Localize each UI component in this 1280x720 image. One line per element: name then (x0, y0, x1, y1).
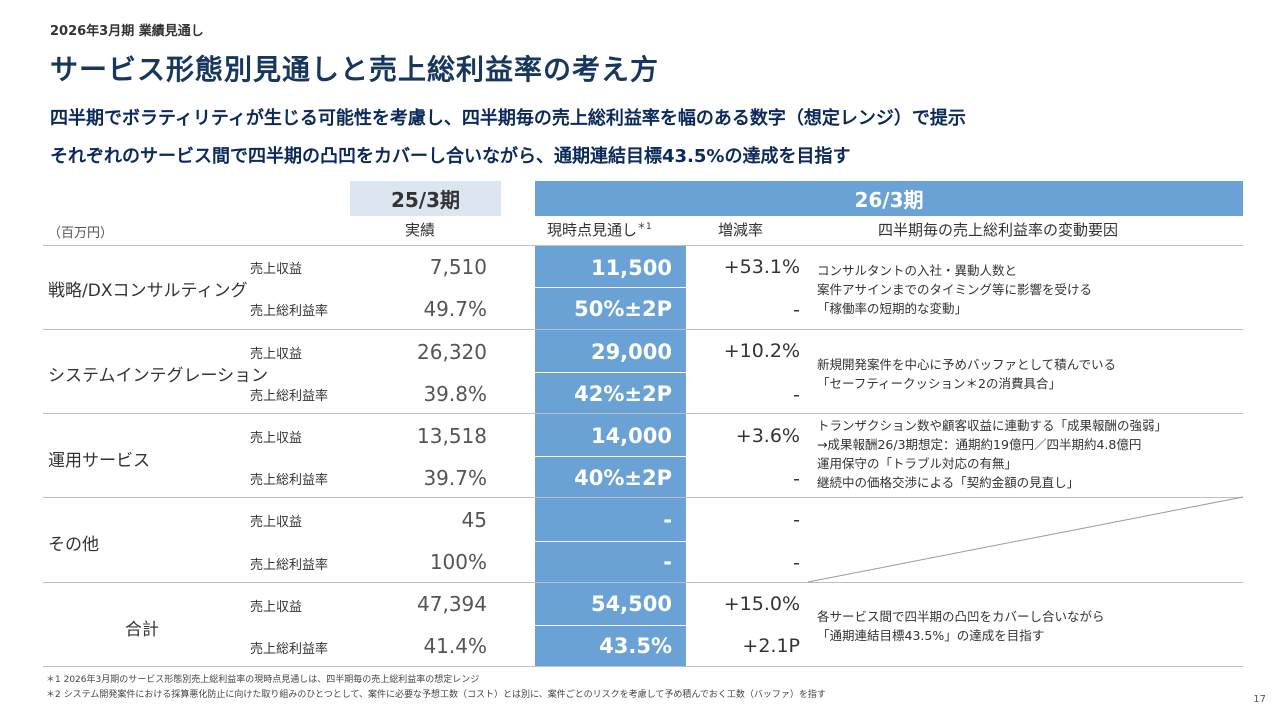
factor-note-line: 「セーフティークッション＊2の消費具合」 (817, 376, 1061, 391)
metric-label-margin: 売上総利益率 (250, 558, 329, 573)
factor-note-line: 案件アサインまでのタイミング等に影響を受ける (817, 282, 1093, 297)
forecast-row-separator (535, 287, 686, 288)
factor-notes: トランザクション数や顧客収益に連動する「成果報酬の強弱」 →成果報酬26/3期想… (817, 416, 1167, 492)
margin-actual: 100% (429, 550, 487, 574)
table-rule (43, 245, 1243, 246)
revenue-actual: 47,394 (417, 592, 487, 616)
margin-actual: 49.7% (423, 297, 487, 321)
factor-note-line: 運用保守の「トラブル対応の有無」 (817, 456, 1018, 471)
margin-change: +2.1P (742, 635, 800, 657)
metric-label-revenue: 売上収益 (250, 431, 303, 446)
factor-note-line: 継続中の価格交渉による「契約金額の見直し」 (817, 475, 1080, 490)
table-rule (43, 413, 1243, 414)
period-header-prev: 25/3期 (350, 181, 501, 216)
metric-label-revenue: 売上収益 (250, 262, 303, 277)
metric-label-margin: 売上総利益率 (250, 642, 329, 657)
segment-name-total: 合計 (125, 620, 159, 640)
table-rule (43, 666, 1243, 667)
margin-forecast: - (663, 550, 672, 574)
margin-change: - (793, 384, 800, 406)
factor-note-line: トランザクション数や顧客収益に連動する「成果報酬の強弱」 (817, 418, 1168, 433)
margin-forecast: 40%±2P (574, 466, 672, 490)
margin-actual: 39.7% (423, 466, 487, 490)
revenue-forecast: 11,500 (590, 256, 672, 280)
revenue-actual: 26,320 (417, 340, 487, 364)
table-rule (43, 497, 1243, 498)
revenue-change: +10.2% (723, 340, 800, 362)
section-eyebrow: 2026年3月期 業績見通し (50, 24, 204, 39)
lead-line-1: 四半期でボラティリティが生じる可能性を考慮し、四半期毎の売上総利益率を幅のある数… (50, 108, 966, 129)
margin-change: - (793, 468, 800, 490)
col-header-factor: 四半期毎の売上総利益率の変動要因 (878, 221, 1119, 239)
table-rule (43, 582, 1243, 583)
metric-label-revenue: 売上収益 (250, 347, 303, 362)
segment-name: システムインテグレーション (48, 366, 269, 386)
margin-change: - (793, 299, 800, 321)
factor-notes: 新規開発案件を中心に予めバッファとして積んでいる 「セーフティークッション＊2の… (817, 355, 1116, 393)
forecast-row-separator (535, 372, 686, 373)
margin-forecast: 50%±2P (574, 297, 672, 321)
revenue-actual: 7,510 (429, 255, 487, 279)
forecast-row-separator (535, 625, 686, 626)
factor-note-line: 「稼働率の短期的な変動」 (817, 301, 968, 316)
margin-forecast: 43.5% (599, 634, 672, 658)
col-header-forecast: 現時点見通し＊1 (547, 219, 652, 240)
col-header-forecast-label: 現時点見通し (547, 221, 638, 239)
metric-label-revenue: 売上収益 (250, 600, 303, 615)
revenue-change: +3.6% (735, 425, 800, 447)
revenue-forecast: 29,000 (590, 340, 672, 364)
table-rule (43, 329, 1243, 330)
metric-label-revenue: 売上収益 (250, 515, 303, 530)
revenue-forecast: 54,500 (590, 592, 672, 616)
period-header-current: 26/3期 (535, 181, 1243, 216)
revenue-actual: 45 (461, 508, 487, 532)
revenue-actual: 13,518 (417, 424, 487, 448)
revenue-forecast: - (663, 508, 672, 532)
factor-note-line: 各サービス間で四半期の凸凹をカバーし合いながら (817, 609, 1105, 624)
factor-note-line: 新規開発案件を中心に予めバッファとして積んでいる (817, 357, 1117, 372)
forecast-row-separator (535, 456, 686, 457)
metric-label-margin: 売上総利益率 (250, 389, 329, 404)
factor-notes: コンサルタントの入社・異動人数と 案件アサインまでのタイミング等に影響を受ける … (817, 261, 1092, 318)
unit-label: （百万円） (48, 226, 114, 241)
metric-label-margin: 売上総利益率 (250, 304, 329, 319)
col-header-forecast-mark: ＊1 (637, 222, 652, 232)
margin-actual: 41.4% (423, 634, 487, 658)
forecast-row-separator (535, 541, 686, 542)
col-header-change: 増減率 (718, 221, 764, 239)
metric-label-margin: 売上総利益率 (250, 473, 329, 488)
segment-name: 運用サービス (48, 451, 150, 471)
revenue-change: +15.0% (723, 593, 800, 615)
footnote-1: ＊1 2026年3月期のサービス形態別売上総利益率の現時点見通しは、四半期毎の売… (46, 675, 480, 685)
factor-note-line: 「通期連結目標43.5%」の達成を目指す (817, 628, 1045, 643)
segment-name: 戦略/DXコンサルティング (48, 281, 248, 301)
revenue-change: - (793, 509, 800, 531)
col-header-actual: 実績 (405, 221, 436, 239)
page-title: サービス形態別見通しと売上総利益率の考え方 (50, 53, 660, 86)
revenue-change: +53.1% (723, 256, 800, 278)
page-number: 17 (1253, 694, 1266, 705)
segment-name: その他 (48, 535, 99, 555)
margin-change: - (793, 552, 800, 574)
margin-actual: 39.8% (423, 382, 487, 406)
revenue-forecast: 14,000 (590, 424, 672, 448)
lead-line-2: それぞれのサービス間で四半期の凸凹をカバーし合いながら、通期連結目標43.5%の… (50, 146, 851, 167)
factor-note-line: コンサルタントの入社・異動人数と (817, 263, 1018, 278)
factor-note-line: →成果報酬26/3期想定：通期約19億円／四半期約4.8億円 (817, 437, 1142, 452)
margin-forecast: 42%±2P (574, 382, 672, 406)
footnote-2: ＊2 システム開発案件における採算悪化防止に向けた取り組みのひとつとして、案件に… (46, 690, 826, 700)
factor-notes: 各サービス間で四半期の凸凹をカバーし合いながら 「通期連結目標43.5%」の達成… (817, 607, 1105, 645)
